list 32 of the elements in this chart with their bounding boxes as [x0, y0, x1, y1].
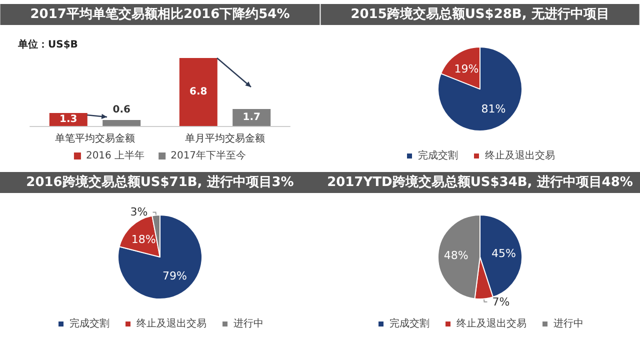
bar	[102, 120, 141, 126]
data-label: 81%	[481, 102, 506, 116]
chart-title: 2016跨境交易总额US$71B, 进行中项目3%	[26, 174, 294, 190]
x-tick-label: 单笔平均交易金额	[55, 132, 135, 144]
chart-title: 2017平均单笔交易额相比2016下降约54%	[30, 6, 290, 22]
data-label: 6.8	[190, 86, 208, 98]
data-label: 45%	[491, 246, 516, 260]
data-label: 7%	[492, 295, 510, 308]
data-label: 1.7	[242, 112, 260, 123]
data-label: 48%	[444, 249, 468, 262]
legend-label: 2016 上半年	[86, 150, 145, 162]
data-label: 19%	[454, 62, 479, 76]
bar	[232, 109, 271, 126]
chart-title: 2015跨境交易总额US$28B, 无进行中项目	[350, 6, 610, 22]
data-label: 79%	[162, 270, 187, 283]
x-tick-label: 单月平均交易金额	[185, 132, 265, 144]
legend-label: 进行中	[554, 318, 584, 330]
data-label: 18%	[131, 233, 156, 246]
legend-label: 终止及退出交易	[456, 318, 526, 330]
chart-title: 2017YTD跨境交易总额US$34B, 进行中项目48%	[327, 174, 633, 190]
legend-label: 完成交割	[418, 150, 458, 162]
data-label: 0.6	[112, 104, 130, 116]
legend-label: 完成交割	[390, 318, 430, 330]
bar	[179, 58, 218, 126]
data-label: 1.3	[60, 114, 78, 125]
legend-label: 终止及退出交易	[485, 150, 555, 162]
legend-label: 完成交割	[70, 318, 110, 330]
legend-label: 进行中	[234, 318, 264, 330]
text: 单位：US$B	[17, 38, 78, 50]
legend-label: 2017年下半至今	[170, 150, 246, 162]
legend-label: 终止及退出交易	[136, 318, 206, 330]
data-label: 3%	[130, 206, 148, 219]
